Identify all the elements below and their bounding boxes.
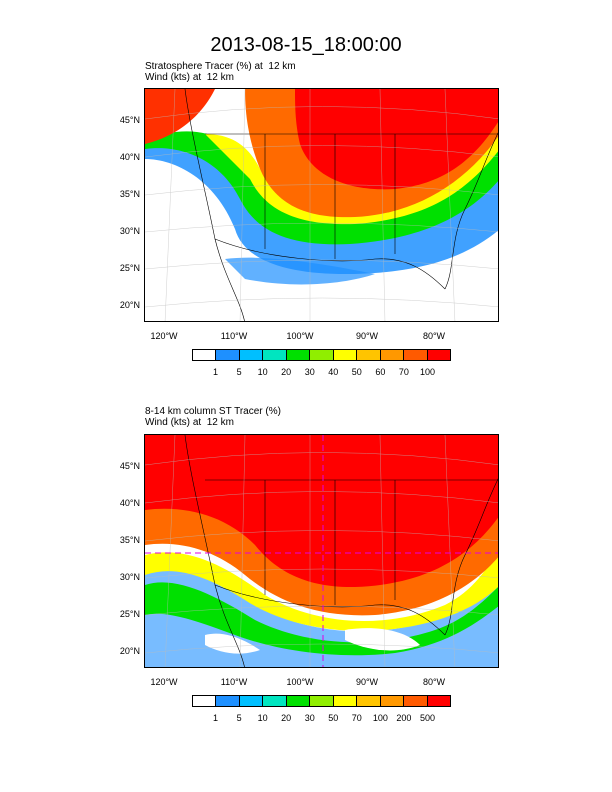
panel2-header: 8-14 km column ST Tracer (%) Wind (kts) …	[145, 406, 281, 428]
colorbar-label: 60	[375, 367, 386, 377]
panel2-lon-label: 100°W	[286, 677, 314, 687]
colorbar-swatch	[263, 696, 287, 706]
panel2-tracer-field	[145, 435, 498, 667]
colorbar-swatch	[239, 696, 264, 706]
panel2-lat-label: 45°N	[119, 461, 140, 471]
colorbar-swatch	[216, 696, 240, 706]
colorbar-label: 1	[213, 367, 219, 377]
panel1-lon-label: 110°W	[220, 331, 248, 341]
colorbar-swatch	[333, 350, 358, 360]
panel1-wind-level: at 12 km	[192, 72, 234, 83]
panel1-lat-label: 25°N	[119, 263, 140, 273]
colorbar-swatch	[216, 350, 240, 360]
panel2-lat-label: 40°N	[119, 498, 140, 508]
panel1-lon-label: 120°W	[150, 331, 178, 341]
panel2-lat-label: 25°N	[119, 609, 140, 619]
colorbar-label: 100	[419, 367, 435, 377]
panel2-lat-label: 30°N	[119, 572, 140, 582]
panel2-lon-label: 80°W	[422, 677, 446, 687]
colorbar-label: 10	[257, 367, 268, 377]
panel1-field-level: at 12 km	[254, 61, 296, 72]
colorbar-label: 30	[304, 713, 315, 723]
colorbar-swatch	[357, 696, 381, 706]
colorbar-label: 50	[328, 713, 339, 723]
colorbar-swatch	[193, 350, 217, 360]
figure-title: 2013-08-15_18:00:00	[210, 34, 402, 56]
panel1-map	[144, 88, 499, 322]
colorbar-swatch	[286, 696, 311, 706]
colorbar-label: 1	[213, 713, 219, 723]
panel1-wind-name: Wind	[145, 72, 168, 83]
colorbar-swatch	[380, 696, 405, 706]
colorbar-label: 500	[419, 713, 435, 723]
panel2-field-name: 8-14 km column ST Tracer	[145, 406, 263, 417]
panel1-wind-unit: (kts)	[170, 72, 191, 83]
panel1-lon-label: 80°W	[422, 331, 446, 341]
colorbar-swatch	[239, 350, 264, 360]
colorbar-label: 70	[351, 713, 362, 723]
panel1-lat-label: 20°N	[119, 300, 140, 310]
colorbar-swatch	[380, 350, 405, 360]
colorbar-swatch	[427, 696, 450, 706]
panel1-lat-label: 40°N	[119, 152, 140, 162]
panel1-lat-label: 45°N	[119, 115, 140, 125]
colorbar-label: 5	[236, 713, 242, 723]
colorbar-label: 20	[281, 713, 292, 723]
panel1-header: Stratosphere Tracer (%) at 12 km Wind (k…	[145, 61, 296, 83]
colorbar-label: 40	[328, 367, 339, 377]
colorbar-swatch	[193, 696, 217, 706]
panel1-lat-label: 35°N	[119, 189, 140, 199]
panel1-lon-label: 100°W	[286, 331, 314, 341]
colorbar-swatch	[333, 696, 358, 706]
panel2-lat-label: 35°N	[119, 535, 140, 545]
colorbar-swatch	[427, 350, 450, 360]
colorbar-label: 20	[281, 367, 292, 377]
colorbar-swatch	[310, 696, 334, 706]
panel2-wind-level: at 12 km	[192, 417, 234, 428]
colorbar-swatch	[357, 350, 381, 360]
colorbar-label: 50	[351, 367, 362, 377]
panel1-field-unit: (%)	[236, 61, 252, 72]
colorbar-label: 100	[372, 713, 388, 723]
colorbar-swatch	[263, 350, 287, 360]
panel2-colorbar	[192, 695, 451, 707]
panel2-lon-label: 120°W	[150, 677, 178, 687]
panel1-tracer-field	[145, 89, 498, 321]
panel2-wind-unit: (kts)	[170, 417, 191, 428]
colorbar-swatch	[286, 350, 311, 360]
panel1-lon-label: 90°W	[355, 331, 379, 341]
colorbar-label: 70	[398, 367, 409, 377]
panel2-map	[144, 434, 499, 668]
panel2-lon-label: 90°W	[355, 677, 379, 687]
panel2-wind-name: Wind	[145, 417, 168, 428]
panel1-lat-label: 30°N	[119, 226, 140, 236]
colorbar-swatch	[310, 350, 334, 360]
colorbar-label: 30	[304, 367, 315, 377]
colorbar-label: 5	[236, 367, 242, 377]
panel1-colorbar	[192, 349, 451, 361]
colorbar-swatch	[404, 696, 428, 706]
panel1-field-name: Stratosphere Tracer	[145, 61, 234, 72]
colorbar-swatch	[404, 350, 428, 360]
colorbar-label: 10	[257, 713, 268, 723]
colorbar-label: 200	[396, 713, 412, 723]
panel2-field-unit: (%)	[265, 406, 281, 417]
panel2-lat-label: 20°N	[119, 646, 140, 656]
panel2-lon-label: 110°W	[220, 677, 248, 687]
